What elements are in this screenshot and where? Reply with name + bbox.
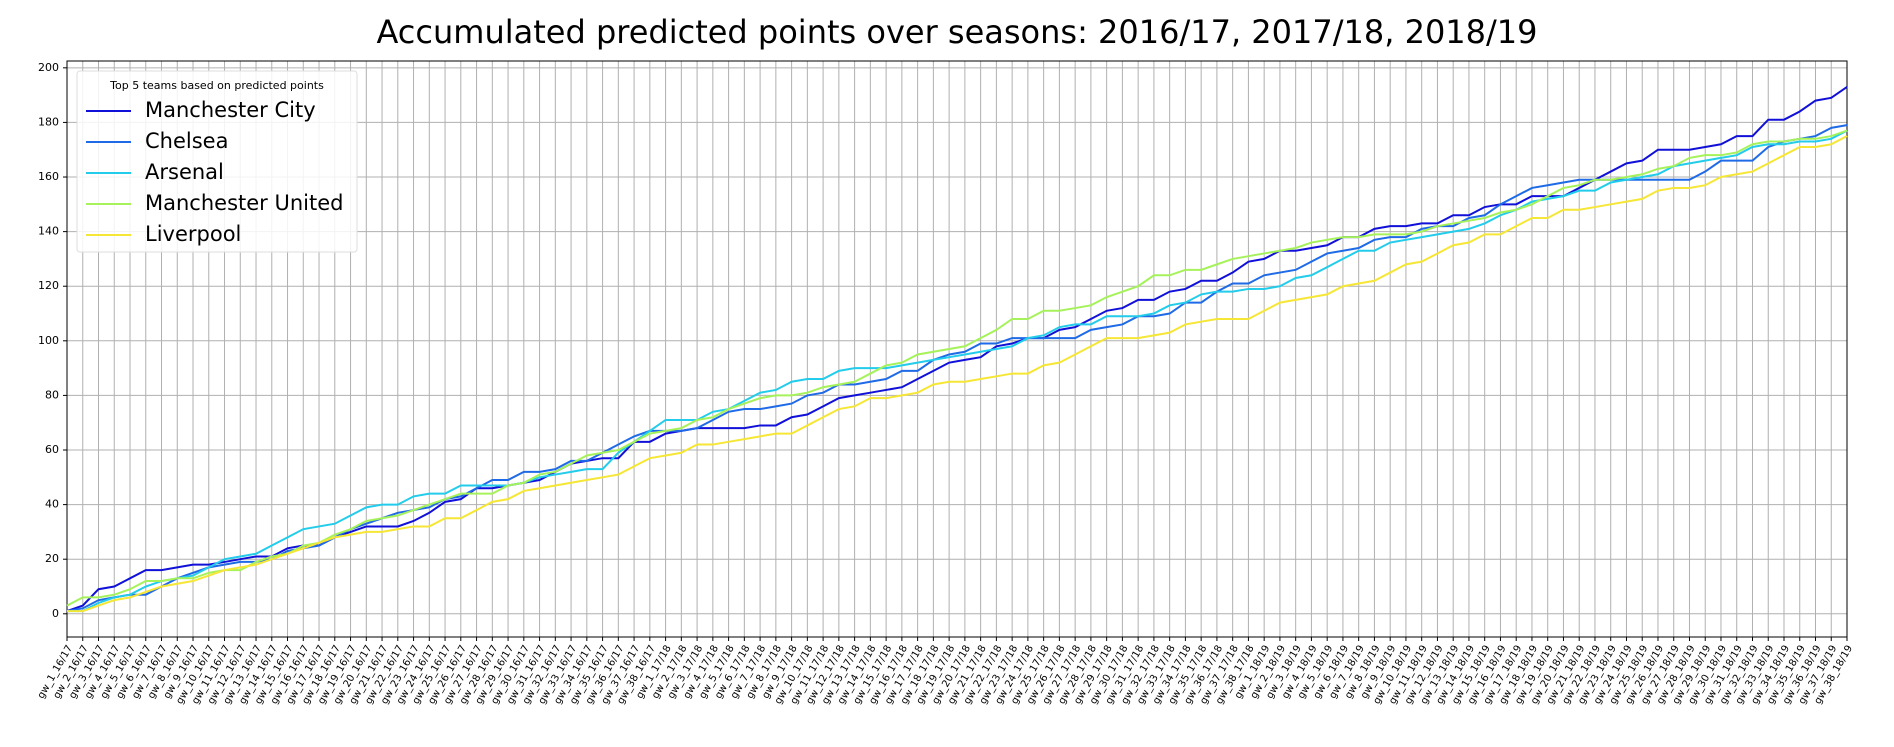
plot-frame — [66, 60, 1848, 638]
legend-title: Top 5 teams based on predicted points — [109, 79, 324, 92]
legend-box — [76, 70, 358, 253]
series-line — [67, 129, 1848, 613]
y-tick-label: 0 — [52, 607, 59, 620]
chart-title: Accumulated predicted points over season… — [376, 13, 1537, 51]
y-tick-label: 80 — [45, 388, 59, 401]
series-line — [66, 129, 1848, 607]
y-tick-label: 20 — [45, 552, 59, 565]
y-tick-label: 120 — [38, 279, 59, 292]
legend-label: Arsenal — [145, 160, 224, 184]
y-tick-label: 180 — [38, 115, 59, 128]
legend-label: Manchester City — [145, 98, 316, 122]
series-line — [67, 135, 1848, 613]
y-tick-label: 200 — [38, 61, 59, 74]
legend-label: Liverpool — [145, 222, 241, 246]
series-line — [66, 86, 1848, 613]
y-tick-label: 140 — [38, 225, 59, 238]
y-tick-label: 160 — [38, 170, 59, 183]
legend-label: Manchester United — [145, 191, 343, 215]
series-line — [66, 124, 1848, 613]
y-tick-label: 40 — [45, 498, 59, 511]
y-tick-label: 100 — [38, 334, 59, 347]
y-tick-label: 60 — [45, 443, 59, 456]
legend-label: Chelsea — [145, 129, 228, 153]
